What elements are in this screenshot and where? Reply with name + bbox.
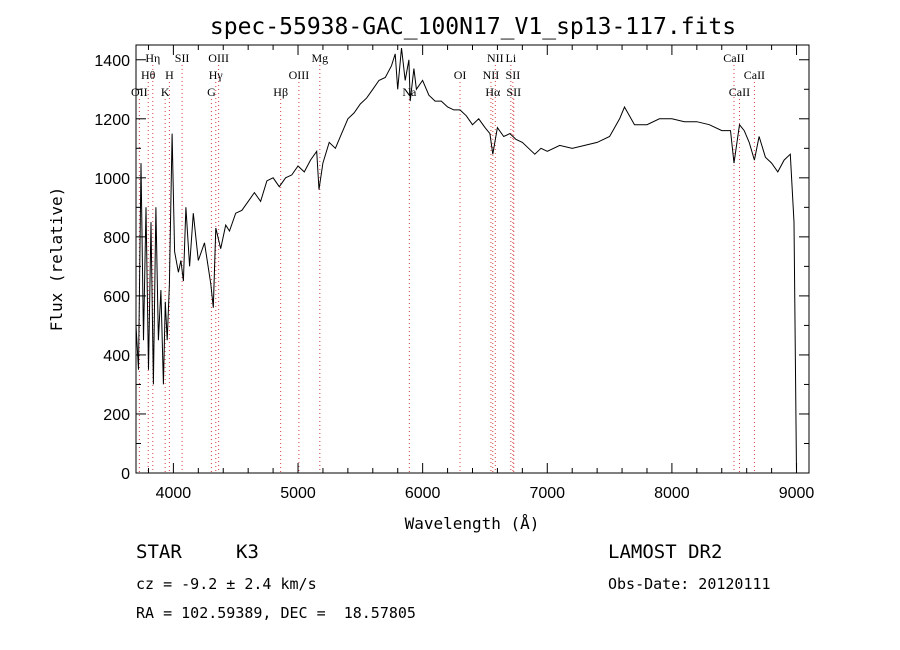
redshift-velocity: cz = -9.2 ± 2.4 km/s xyxy=(136,575,317,593)
object-class: STAR xyxy=(136,541,182,563)
plot-frame xyxy=(135,44,810,474)
x-tick-label: 5000 xyxy=(280,485,316,502)
line-label: Hβ xyxy=(273,85,288,99)
line-label: OI xyxy=(454,68,467,82)
line-label: SII xyxy=(506,68,521,82)
y-tick-label: 400 xyxy=(103,348,130,365)
line-label: Hγ xyxy=(209,68,224,82)
line-label: SII xyxy=(506,85,521,99)
spectral-line-markers xyxy=(138,65,755,473)
line-label: CaII xyxy=(723,51,744,65)
x-tick-label: 9000 xyxy=(779,485,815,502)
x-tick-label: 4000 xyxy=(156,485,192,502)
x-tick-label: 8000 xyxy=(654,485,690,502)
sky-coordinates: RA = 102.59389, DEC = 18.57805 xyxy=(136,604,416,622)
y-tick-label: 1400 xyxy=(94,53,130,70)
line-label: Na xyxy=(402,85,417,99)
line-label: NII xyxy=(487,51,504,65)
line-label: NII xyxy=(483,68,500,82)
line-label: Hα xyxy=(485,85,501,99)
line-label: G xyxy=(207,85,216,99)
x-tick-label: 7000 xyxy=(529,485,565,502)
line-label: Hθ xyxy=(141,68,156,82)
y-tick-label: 200 xyxy=(103,407,130,424)
x-tick-label: 6000 xyxy=(405,485,441,502)
line-label: CaII xyxy=(744,68,765,82)
x-axis-ticks: 4000 5000 6000 7000 8000 9000 xyxy=(147,45,815,502)
y-axis-ticks: 0 200 400 600 800 1000 1200 1400 xyxy=(94,53,809,483)
line-label: K xyxy=(161,85,170,99)
line-label: H xyxy=(165,68,174,82)
x-axis-label: Wavelength (Å) xyxy=(405,514,540,533)
chart-title: spec-55938-GAC_100N17_V1_sp13-117.fits xyxy=(210,14,736,40)
line-label: CaII xyxy=(729,85,750,99)
observation-date: Obs-Date: 20120111 xyxy=(608,575,771,593)
line-label: Mg xyxy=(311,51,328,65)
line-label: Li xyxy=(506,51,517,65)
object-subclass: K3 xyxy=(236,541,259,563)
line-label: SII xyxy=(175,51,190,65)
line-label: OII xyxy=(131,85,148,99)
y-tick-label: 600 xyxy=(103,289,130,306)
y-tick-label: 1000 xyxy=(94,171,130,188)
line-label: Hη xyxy=(145,51,160,65)
y-axis-label: Flux (relative) xyxy=(47,187,66,332)
y-tick-label: 0 xyxy=(121,466,130,483)
y-tick-label: 800 xyxy=(103,230,130,247)
survey-name: LAMOST DR2 xyxy=(608,541,723,563)
spectrum-series-line xyxy=(135,47,797,474)
line-label: OIII xyxy=(289,68,310,82)
line-label: OIII xyxy=(208,51,229,65)
y-tick-label: 1200 xyxy=(94,112,130,129)
